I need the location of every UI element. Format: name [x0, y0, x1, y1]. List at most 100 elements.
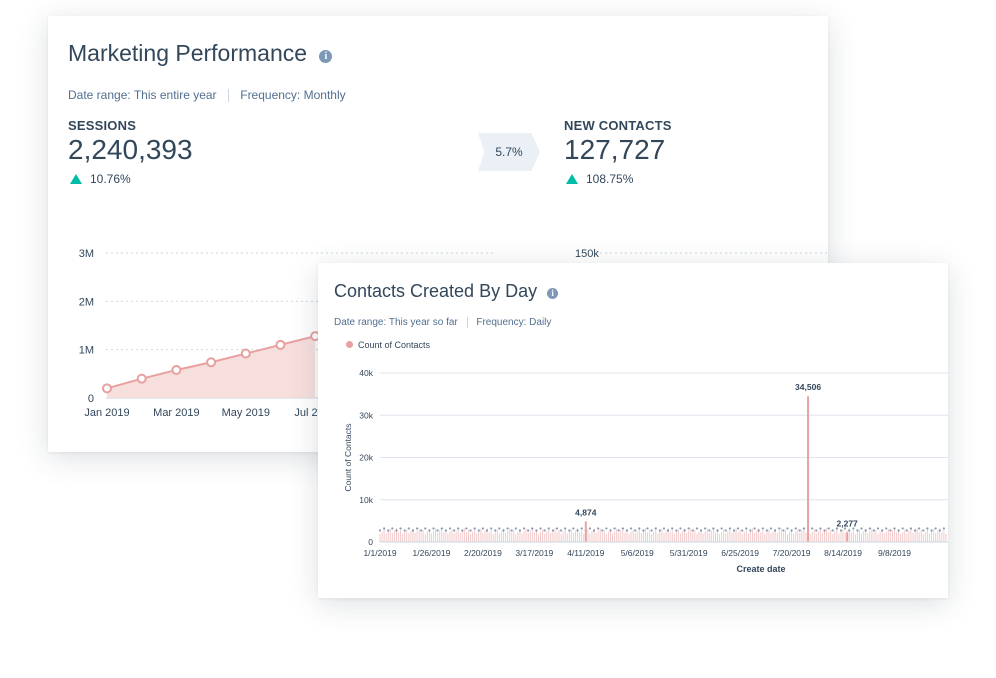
data-label-mark	[387, 529, 390, 532]
data-label-mark	[675, 529, 678, 532]
date-range-value[interactable]: This entire year	[133, 88, 217, 102]
data-label-mark	[872, 529, 876, 532]
data-label-mark	[510, 529, 513, 532]
data-label-mark	[724, 529, 727, 532]
data-label-mark	[597, 527, 600, 530]
data-label-mark	[844, 527, 847, 530]
conversion-rate-chevron: 5.7%	[478, 133, 540, 171]
data-label-mark	[527, 529, 530, 532]
data-label-mark	[465, 527, 468, 530]
data-label-mark	[621, 527, 624, 530]
data-label-mark	[609, 529, 612, 532]
data-point	[240, 348, 251, 359]
y-tick-label: 40k	[359, 368, 373, 378]
data-label-mark	[411, 529, 415, 532]
frequency-label: Frequency:	[476, 317, 527, 329]
data-label-mark	[572, 527, 575, 530]
data-label-mark	[473, 527, 476, 530]
data-label-mark	[522, 527, 526, 530]
data-label-mark	[708, 529, 711, 532]
data-label-mark	[745, 527, 748, 530]
data-label-mark	[551, 529, 554, 532]
data-label-mark	[728, 527, 731, 530]
info-icon[interactable]: i	[319, 50, 333, 63]
data-label-mark	[938, 529, 941, 532]
data-label-mark	[856, 529, 859, 532]
data-label-mark	[687, 527, 690, 530]
data-label-mark	[576, 529, 579, 532]
data-label-mark	[889, 529, 892, 532]
data-label-mark	[860, 527, 863, 530]
data-label-mark	[811, 527, 814, 530]
data-label-mark	[761, 527, 764, 530]
new-contacts-value: 127,727	[564, 134, 666, 165]
info-icon[interactable]: i	[547, 288, 559, 299]
data-label-mark	[790, 529, 793, 532]
data-label-mark	[650, 529, 653, 532]
data-label-mark	[461, 529, 464, 532]
data-label-mark	[498, 527, 501, 530]
filter-divider	[227, 89, 229, 103]
data-label-mark	[383, 527, 386, 530]
x-tick-label: 3/17/2019	[515, 548, 553, 558]
data-label-mark	[531, 527, 534, 530]
data-label-mark	[782, 529, 785, 532]
y-tick-label: 0	[368, 537, 373, 547]
data-label-mark	[440, 527, 443, 530]
data-label-mark	[592, 529, 596, 532]
data-label-mark	[457, 527, 460, 530]
frequency-value[interactable]: Monthly	[303, 88, 346, 102]
y-tick-label: 0	[88, 393, 94, 405]
contacts-title: Contacts Created By Day	[334, 281, 538, 301]
chart-legend[interactable]: Count of Contacts	[346, 340, 430, 350]
frequency-value[interactable]: Daily	[529, 317, 552, 329]
data-label-mark	[934, 527, 937, 530]
data-label-mark	[535, 529, 538, 532]
data-label-mark	[741, 529, 744, 532]
data-label-mark	[679, 527, 682, 530]
data-label-mark	[539, 527, 542, 530]
data-label-mark	[835, 527, 838, 530]
data-label-mark	[629, 527, 633, 530]
x-tick-label: 8/14/2019	[824, 548, 862, 558]
data-label-mark	[909, 527, 913, 530]
data-label-mark	[518, 529, 522, 532]
x-tick-label: Mar 2019	[153, 407, 199, 419]
data-label-mark	[605, 527, 608, 530]
data-label-mark	[757, 529, 760, 532]
data-label-mark	[699, 529, 703, 532]
data-label-mark	[852, 527, 855, 530]
data-label-mark	[634, 529, 637, 532]
marketing-filters: Date range: This entire year Frequency: …	[68, 88, 346, 103]
data-label-mark	[514, 527, 517, 530]
data-label-mark	[819, 527, 822, 530]
x-tick-label: 7/20/2019	[773, 548, 811, 558]
sessions-value: 2,240,393	[68, 134, 193, 165]
data-label-mark	[774, 529, 777, 532]
data-label-mark	[654, 527, 657, 530]
marketing-title: Marketing Performance	[68, 40, 308, 66]
data-label-mark	[391, 527, 394, 530]
data-label: 2,277	[837, 518, 859, 528]
data-label-mark	[815, 529, 818, 532]
x-tick-label: 9/8/2019	[878, 548, 911, 558]
data-label-mark	[765, 529, 768, 532]
data-label-mark	[646, 527, 649, 530]
data-label-mark	[848, 529, 851, 532]
x-tick-label: May 2019	[222, 407, 270, 419]
data-label: 34,506	[795, 382, 821, 392]
y-tick-label: 3M	[79, 248, 94, 260]
x-tick-label: Jan 2019	[84, 407, 129, 419]
data-label-mark	[485, 529, 489, 532]
data-label-mark	[893, 527, 896, 530]
x-tick-label: 6/25/2019	[721, 548, 759, 558]
data-point	[206, 357, 217, 368]
x-tick-label: 1/1/2019	[363, 548, 396, 558]
data-label-mark	[778, 527, 781, 530]
legend-dot	[346, 341, 353, 348]
data-label-mark	[420, 529, 423, 532]
data-label-mark	[901, 527, 904, 530]
date-range-value[interactable]: This year so far	[388, 317, 458, 329]
data-point	[102, 383, 112, 394]
data-label-mark	[617, 529, 620, 532]
